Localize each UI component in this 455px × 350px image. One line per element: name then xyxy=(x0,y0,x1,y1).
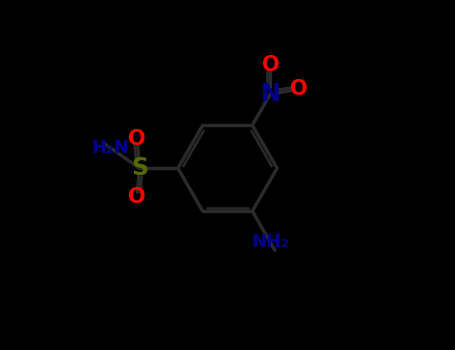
Text: S: S xyxy=(131,156,148,180)
Text: H₂N: H₂N xyxy=(91,139,129,156)
Text: N: N xyxy=(260,82,280,106)
Text: O: O xyxy=(290,79,308,99)
Text: NH₂: NH₂ xyxy=(252,233,289,251)
Text: O: O xyxy=(262,55,279,75)
Text: O: O xyxy=(128,188,146,208)
Text: O: O xyxy=(128,129,146,149)
